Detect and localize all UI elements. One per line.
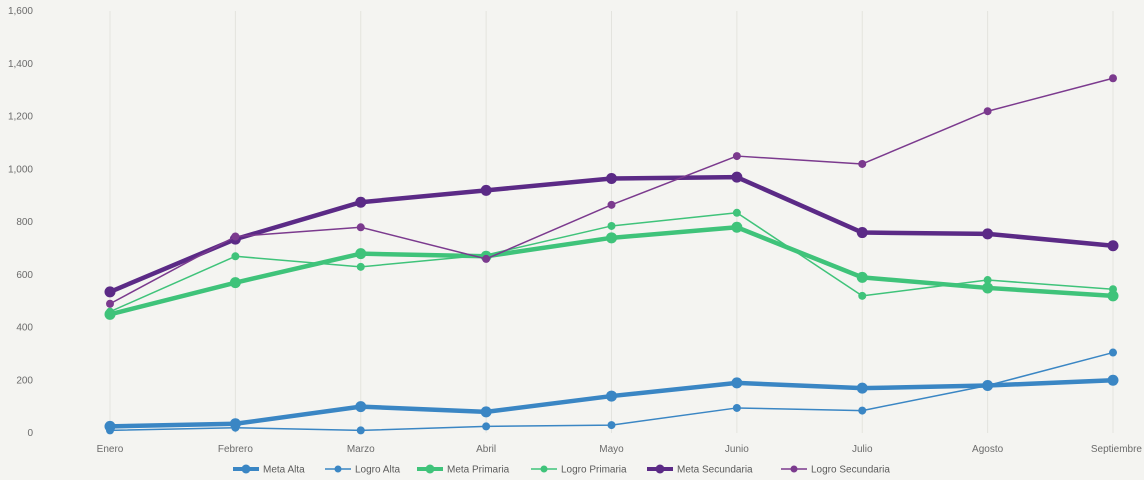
data-point-meta-primaria[interactable] <box>1107 290 1119 302</box>
legend-label: Logro Alta <box>355 465 400 476</box>
data-point-logro-alta[interactable] <box>106 426 114 435</box>
x-tick-label: Mayo <box>599 444 624 455</box>
data-point-logro-alta[interactable] <box>858 406 867 415</box>
data-point-logro-secundaria[interactable] <box>1109 74 1117 83</box>
legend-item-meta-primaria[interactable]: Meta Primaria <box>417 464 510 476</box>
data-point-logro-primaria[interactable] <box>231 252 240 261</box>
data-point-logro-secundaria[interactable] <box>732 152 741 161</box>
legend-marker-swatch <box>334 465 342 473</box>
data-point-logro-secundaria[interactable] <box>607 200 616 209</box>
legend-label: Logro Secundaria <box>811 465 890 476</box>
data-point-meta-secundaria[interactable] <box>731 171 743 183</box>
data-point-meta-secundaria[interactable] <box>856 227 868 239</box>
legend-marker-swatch <box>425 464 435 474</box>
data-point-meta-primaria[interactable] <box>731 221 743 233</box>
data-point-meta-secundaria[interactable] <box>104 286 116 298</box>
data-point-logro-alta[interactable] <box>356 426 365 435</box>
data-point-logro-secundaria[interactable] <box>482 254 491 263</box>
x-tick-label: Abril <box>476 444 496 455</box>
data-point-logro-alta[interactable] <box>983 381 992 390</box>
data-point-meta-secundaria[interactable] <box>355 196 367 208</box>
legend-marker-swatch <box>790 465 798 473</box>
data-point-logro-alta[interactable] <box>482 422 491 431</box>
x-tick-label: Febrero <box>218 444 253 455</box>
series-meta-secundaria[interactable] <box>104 171 1119 298</box>
data-point-meta-primaria[interactable] <box>856 271 868 283</box>
data-point-meta-primaria[interactable] <box>606 232 617 244</box>
legend-item-meta-alta[interactable]: Meta Alta <box>233 464 305 476</box>
y-tick-label: 1,600 <box>8 6 33 17</box>
x-tick-label: Junio <box>725 444 749 455</box>
data-point-logro-alta[interactable] <box>607 421 616 430</box>
data-point-logro-alta[interactable] <box>1109 348 1117 357</box>
x-tick-label: Marzo <box>347 444 375 455</box>
legend-label: Meta Primaria <box>447 465 510 476</box>
data-point-logro-primaria[interactable] <box>983 276 992 285</box>
data-point-logro-primaria[interactable] <box>732 208 741 217</box>
series-logro-alta[interactable] <box>106 348 1117 435</box>
x-axis-ticks: Enero Febrero Marzo Abril Mayo Junio Julio Agos… <box>97 444 1143 455</box>
data-point-meta-alta[interactable] <box>606 390 617 402</box>
data-point-meta-secundaria[interactable] <box>982 228 994 240</box>
data-point-meta-primaria[interactable] <box>982 282 994 294</box>
legend-item-logro-primaria[interactable]: Logro Primaria <box>531 465 627 476</box>
data-point-logro-secundaria[interactable] <box>983 107 992 116</box>
data-point-logro-secundaria[interactable] <box>106 299 114 308</box>
data-point-logro-secundaria[interactable] <box>356 223 365 232</box>
data-point-meta-primaria[interactable] <box>355 248 367 260</box>
x-tick-label: Septiembre <box>1091 444 1143 455</box>
legend-marker-swatch <box>655 464 665 474</box>
x-tick-label: Agosto <box>972 444 1004 455</box>
legend-label: Meta Secundaria <box>677 465 753 476</box>
legend[interactable]: Meta Alta Logro Alta Meta Primaria Logro Pr… <box>233 464 890 476</box>
data-point-logro-secundaria[interactable] <box>858 159 867 168</box>
data-point-logro-alta[interactable] <box>732 403 741 412</box>
x-tick-label: Julio <box>852 444 873 455</box>
data-point-logro-primaria[interactable] <box>1109 285 1117 294</box>
legend-label: Meta Alta <box>263 465 305 476</box>
data-point-meta-primaria[interactable] <box>229 277 241 289</box>
data-point-meta-alta[interactable] <box>731 377 743 389</box>
data-point-logro-primaria[interactable] <box>607 221 616 230</box>
y-tick-label: 200 <box>16 375 33 386</box>
data-point-logro-primaria[interactable] <box>858 291 867 300</box>
data-point-logro-primaria[interactable] <box>356 262 365 271</box>
legend-label: Logro Primaria <box>561 465 627 476</box>
y-tick-label: 400 <box>16 323 33 334</box>
y-tick-label: 1,200 <box>8 112 33 123</box>
y-axis-ticks: 0 200 400 600 800 1,000 1,200 1,400 1,600 <box>8 6 33 439</box>
data-point-meta-alta[interactable] <box>856 382 868 394</box>
data-point-meta-secundaria[interactable] <box>1107 240 1119 252</box>
data-point-meta-secundaria[interactable] <box>480 184 492 196</box>
y-tick-label: 800 <box>16 217 33 228</box>
legend-marker-swatch <box>241 464 251 474</box>
data-point-meta-secundaria[interactable] <box>606 172 617 184</box>
data-point-logro-secundaria[interactable] <box>231 232 240 241</box>
legend-item-meta-secundaria[interactable]: Meta Secundaria <box>647 464 753 476</box>
legend-marker-swatch <box>540 465 548 473</box>
series-logro-secundaria[interactable] <box>106 74 1117 308</box>
y-tick-label: 0 <box>27 428 33 439</box>
data-point-logro-alta[interactable] <box>231 423 240 432</box>
data-point-logro-primaria[interactable] <box>106 307 114 316</box>
legend-item-logro-alta[interactable]: Logro Alta <box>325 465 400 476</box>
data-point-meta-alta[interactable] <box>1107 374 1119 386</box>
legend-item-logro-secundaria[interactable]: Logro Secundaria <box>781 465 890 476</box>
data-point-meta-alta[interactable] <box>480 406 492 418</box>
series-lines <box>104 74 1119 435</box>
y-tick-label: 1,400 <box>8 59 33 70</box>
series-meta-primaria[interactable] <box>104 221 1119 320</box>
y-tick-label: 600 <box>16 270 33 281</box>
data-point-meta-alta[interactable] <box>355 401 367 413</box>
x-tick-label: Enero <box>97 444 124 455</box>
y-tick-label: 1,000 <box>8 164 33 175</box>
